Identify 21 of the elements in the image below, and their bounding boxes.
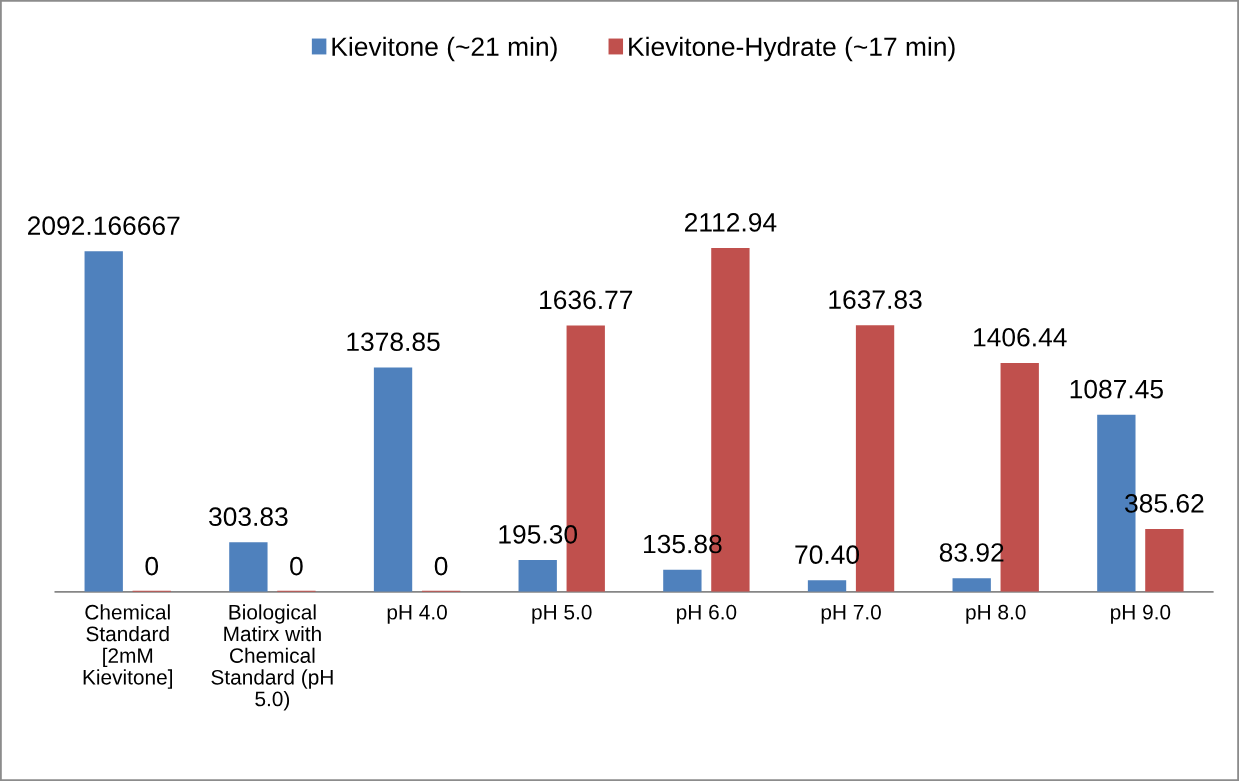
x-tick-label: Chemical Standard [2mM Kievitone]	[83, 604, 172, 689]
x-tick-label: pH 4.0	[387, 604, 447, 624]
x-tick-label: pH 5.0	[532, 604, 592, 624]
x-tick-label: pH 6.0	[677, 604, 737, 624]
data-label: 0	[145, 556, 159, 576]
x-tick-label: Biological Matirx with Chemical Standard (pH 5.0)	[211, 604, 333, 711]
x-tick-label: pH 9.0	[1111, 604, 1171, 624]
data-label: 0	[434, 556, 448, 576]
legend-label: Kievitone (~21 min)	[332, 36, 557, 62]
data-label: 1378.85	[347, 332, 440, 352]
data-label: 1636.77	[540, 290, 633, 310]
data-label: 0	[290, 556, 303, 576]
x-tick-label: pH 7.0	[821, 604, 881, 624]
legend-label: Kievitone-Hydrate (~17 min)	[629, 36, 955, 62]
data-label: 1637.83	[829, 290, 922, 309]
data-label: 1087.45	[1070, 379, 1163, 399]
x-tick-label: pH 8.0	[966, 604, 1026, 624]
data-label: 2092.166667	[28, 216, 180, 236]
data-label: 2112.94	[685, 212, 777, 232]
data-label: 1406.44	[974, 327, 1067, 347]
data-label: 303.83	[209, 507, 288, 527]
